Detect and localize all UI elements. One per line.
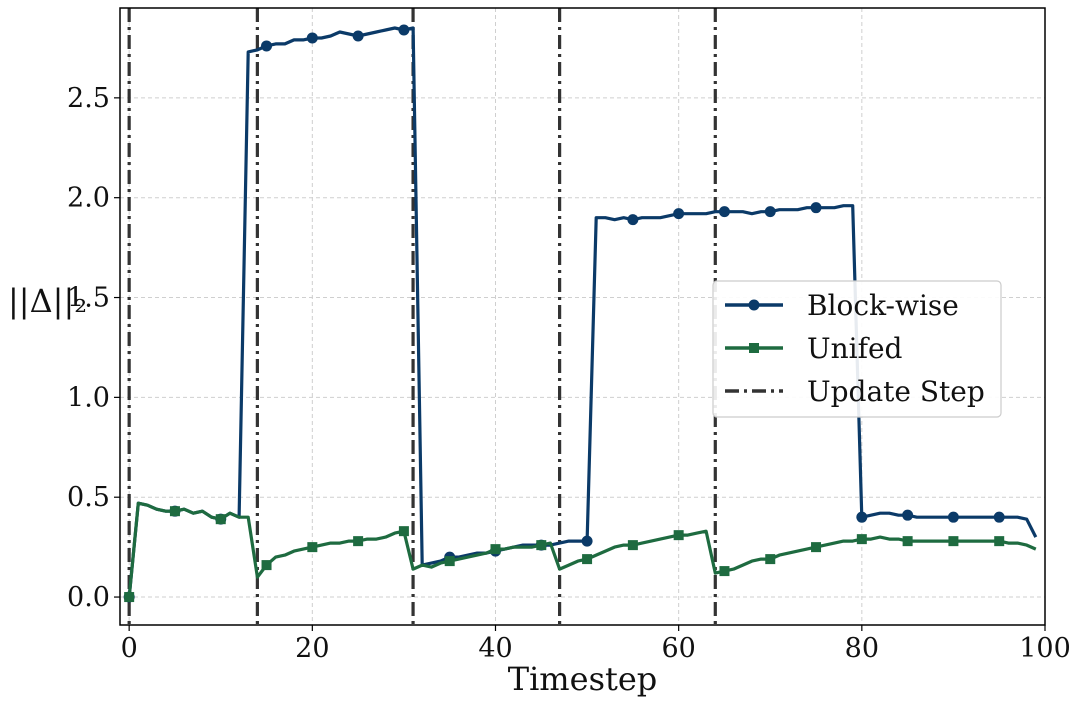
data-point xyxy=(718,206,730,218)
data-point xyxy=(215,514,226,525)
data-point xyxy=(306,32,318,44)
series-block-wise xyxy=(123,24,1038,603)
x-tick-label: 40 xyxy=(478,633,512,664)
data-point xyxy=(169,506,180,517)
x-axis-title: Timestep xyxy=(508,660,658,698)
series-unifed xyxy=(124,501,1037,603)
data-point xyxy=(947,511,959,523)
data-point xyxy=(307,542,318,553)
data-point xyxy=(856,511,868,523)
data-point xyxy=(765,554,776,565)
legend-entries: Block-wise Unifed Update Step xyxy=(725,289,985,408)
legend-entry: Unifed xyxy=(725,332,903,365)
legend-entry: Block-wise xyxy=(725,289,959,322)
legend-entry: Update Step xyxy=(725,375,985,408)
legend-marker xyxy=(749,343,759,353)
legend-label: Unifed xyxy=(807,332,903,365)
x-tick-label: 0 xyxy=(121,633,138,664)
y-tick-label: 2.5 xyxy=(67,83,110,114)
x-tick-label: 20 xyxy=(295,633,329,664)
y-tick-label: 0.0 xyxy=(67,582,110,613)
data-point xyxy=(444,556,455,567)
data-point xyxy=(856,534,867,545)
x-tick-label: 60 xyxy=(661,633,695,664)
data-point xyxy=(627,214,639,226)
data-point xyxy=(582,554,593,565)
y-tick-label: 0.5 xyxy=(67,482,110,513)
data-point xyxy=(352,30,364,42)
data-point xyxy=(261,560,272,571)
data-point xyxy=(764,206,776,218)
data-point xyxy=(581,535,593,547)
legend-box xyxy=(712,280,1002,418)
data-point xyxy=(673,208,685,220)
legend-label: Update Step xyxy=(807,375,985,408)
data-point xyxy=(261,40,273,52)
data-point xyxy=(398,526,409,537)
y-tick-label: 1.5 xyxy=(67,283,110,314)
y-tick-label: 1.0 xyxy=(67,382,110,413)
x-tick-label: 80 xyxy=(845,633,879,664)
legend-marker xyxy=(748,299,760,311)
data-point xyxy=(719,566,730,577)
y-tick-label: 2.0 xyxy=(67,183,110,214)
data-point xyxy=(902,509,914,521)
data-point xyxy=(353,536,364,547)
ticks: 0 20 40 60 80 100 0.0 0.5 1.0 1.5 2.0 2.5 xyxy=(67,83,1071,664)
data-point xyxy=(811,542,822,553)
series-line xyxy=(127,501,1037,598)
legend-label: Block-wise xyxy=(807,289,959,322)
update-step-lines xyxy=(127,8,717,625)
data-point xyxy=(902,536,913,547)
data-point xyxy=(536,540,547,551)
x-tick-label: 100 xyxy=(1019,633,1071,664)
data-point xyxy=(993,511,1005,523)
data-point xyxy=(627,540,638,551)
legend: Block-wise Unifed Update Step xyxy=(712,280,1002,418)
data-point xyxy=(673,530,684,541)
data-point xyxy=(994,536,1005,547)
series-layer xyxy=(123,24,1038,603)
data-point xyxy=(124,592,135,603)
data-point xyxy=(948,536,959,547)
plot-frame xyxy=(119,7,1046,626)
y-axis-title: ||Δ||₂ xyxy=(8,282,87,320)
data-point xyxy=(490,544,501,555)
data-point xyxy=(810,202,822,214)
data-point xyxy=(398,24,410,36)
